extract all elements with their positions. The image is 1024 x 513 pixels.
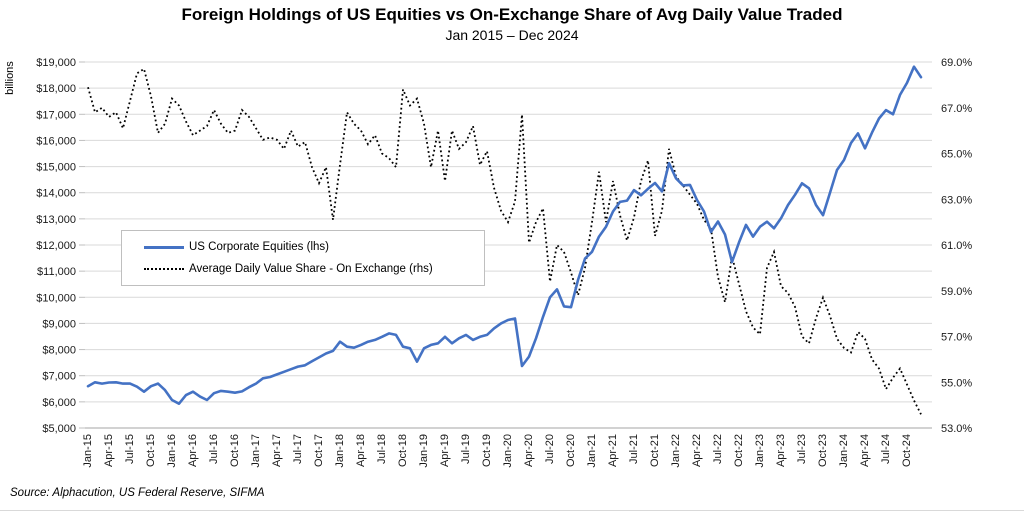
chart-subtitle: Jan 2015 – Dec 2024: [445, 27, 579, 43]
left-axis-tick-label: $17,000: [36, 109, 76, 121]
x-axis-tick-label: Oct-24: [901, 434, 913, 467]
x-axis-tick-label: Jan-20: [502, 434, 514, 468]
x-axis-tick-label: Jan-22: [670, 434, 682, 468]
x-axis-tick-label: Jul-23: [796, 434, 808, 464]
x-axis-tick-label: Apr-22: [691, 434, 703, 467]
left-axis-tick-label: $15,000: [36, 162, 76, 174]
x-axis-tick-label: Apr-24: [859, 434, 871, 467]
bottom-divider: [0, 510, 1024, 511]
legend-item-equities: US Corporate Equities (lhs): [144, 239, 484, 255]
legend-label: Average Daily Value Share - On Exchange …: [189, 263, 433, 275]
dotted-line-swatch-icon: [144, 268, 184, 270]
left-axis-tick-label: $14,000: [36, 188, 76, 200]
x-axis-tick-label: Apr-20: [523, 434, 535, 467]
right-axis-tick-label: 57.0%: [941, 332, 972, 344]
legend-box: US Corporate Equities (lhs) Average Dail…: [121, 230, 485, 286]
chart-title: Foreign Holdings of US Equities vs On-Ex…: [181, 5, 843, 24]
x-axis-tick-label: Jul-19: [460, 434, 472, 464]
right-axis-tick-label: 65.0%: [941, 149, 972, 161]
x-axis-tick-label: Jul-18: [376, 434, 388, 464]
x-axis-tick-label: Apr-19: [439, 434, 451, 467]
avg-daily-value-share-line: [87, 67, 922, 415]
x-axis-tick-label: Oct-18: [397, 434, 409, 467]
x-axis-tick-label: Apr-18: [355, 434, 367, 467]
us-corporate-equities-line: [86, 65, 923, 405]
x-axis-tick-label: Apr-17: [271, 434, 283, 467]
x-axis-tick-label: Apr-21: [607, 434, 619, 467]
left-axis-tick-label: $18,000: [36, 83, 76, 95]
legend-item-share: Average Daily Value Share - On Exchange …: [144, 261, 484, 277]
x-axis-tick-label: Jul-24: [880, 434, 892, 464]
x-axis-tick-label: Apr-15: [103, 434, 115, 467]
x-axis-tick-label: Jan-15: [82, 434, 94, 468]
x-axis-tick-label: Jul-21: [628, 434, 640, 464]
x-axis-tick-label: Apr-16: [187, 434, 199, 467]
x-axis-tick-label: Jan-16: [166, 434, 178, 468]
source-note: Source: Alphacution, US Federal Reserve,…: [10, 487, 265, 499]
x-axis-tick-label: Jul-22: [712, 434, 724, 464]
right-axis-tick-label: 63.0%: [941, 194, 972, 206]
right-axis-tick-label: 69.0%: [941, 57, 972, 69]
x-axis-tick-label: Oct-19: [481, 434, 493, 467]
solid-line-swatch-icon: [144, 245, 184, 249]
left-axis-tick-label: $8,000: [42, 345, 76, 357]
x-axis-tick-label: Jan-19: [418, 434, 430, 468]
x-axis-tick-label: Jul-15: [124, 434, 136, 464]
x-axis-tick-label: Jul-16: [208, 434, 220, 464]
x-axis-tick-label: Jul-20: [544, 434, 556, 464]
left-axis-tick-label: $6,000: [42, 397, 76, 409]
right-axis-tick-label: 53.0%: [941, 423, 972, 435]
x-axis-tick-label: Jan-23: [754, 434, 766, 468]
x-axis-tick-label: Oct-23: [817, 434, 829, 467]
legend-label: US Corporate Equities (lhs): [189, 241, 329, 253]
left-axis-tick-label: $9,000: [42, 318, 76, 330]
x-axis-tick-label: Oct-20: [565, 434, 577, 467]
x-axis-tick-label: Oct-22: [733, 434, 745, 467]
right-axis-tick-label: 59.0%: [941, 286, 972, 298]
x-axis-tick-label: Oct-16: [229, 434, 241, 467]
left-axis-tick-label: $13,000: [36, 214, 76, 226]
right-axis-tick-label: 67.0%: [941, 103, 972, 115]
right-axis-tick-label: 61.0%: [941, 240, 972, 252]
x-axis-tick-label: Jan-17: [250, 434, 262, 468]
left-axis-tick-label: $19,000: [36, 57, 76, 69]
left-axis-tick-label: $12,000: [36, 240, 76, 252]
x-axis-tick-label: Oct-15: [145, 434, 157, 467]
left-axis-tick-label: $10,000: [36, 292, 76, 304]
left-axis-tick-label: $11,000: [37, 266, 76, 278]
x-axis-tick-label: Jan-18: [334, 434, 346, 468]
x-axis-tick-label: Jul-17: [292, 434, 304, 464]
left-axis-tick-label: $5,000: [42, 423, 76, 435]
x-axis-tick-label: Oct-17: [313, 434, 325, 467]
right-axis-tick-label: 55.0%: [941, 377, 972, 389]
left-axis-tick-label: $7,000: [42, 371, 76, 383]
x-axis-tick-label: Jan-24: [838, 434, 850, 468]
left-axis-tick-label: $16,000: [36, 135, 76, 147]
x-axis-tick-label: Oct-21: [649, 434, 661, 467]
x-axis-tick-label: Jan-21: [586, 434, 598, 468]
x-axis-tick-label: Apr-23: [775, 434, 787, 467]
